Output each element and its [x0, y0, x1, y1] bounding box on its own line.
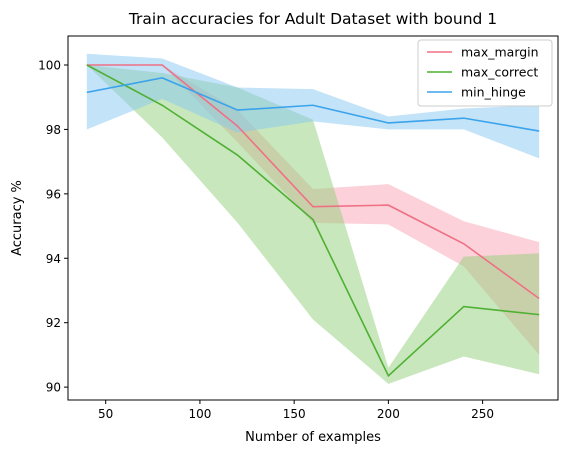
y-tick-label: 100: [38, 58, 61, 72]
band-max-correct: [86, 64, 540, 384]
legend: max_margin max_correct min_hinge: [417, 39, 553, 107]
legend-label: min_hinge: [461, 85, 526, 100]
y-axis-ticks: 90 92 94 96 98 100: [38, 58, 68, 395]
plot-frame: [67, 35, 559, 401]
x-axis-ticks: 50 100 150 200 250: [98, 400, 494, 421]
legend-label: max_correct: [461, 65, 538, 80]
x-tick-label: 50: [98, 407, 113, 421]
legend-label: max_margin: [461, 45, 539, 60]
y-tick-label: 96: [46, 187, 61, 201]
x-tick-label: 100: [188, 407, 211, 421]
line-min-hinge: [86, 77, 540, 132]
line-max-margin: [86, 64, 540, 300]
y-tick-label: 98: [46, 123, 61, 137]
x-tick-label: 150: [283, 407, 306, 421]
chart-title: Train accuracies for Adult Dataset with …: [128, 10, 497, 28]
y-tick-label: 90: [46, 381, 61, 395]
y-tick-label: 94: [46, 252, 61, 266]
x-axis-label: Number of examples: [245, 430, 381, 445]
y-axis-label: Accuracy %: [10, 180, 25, 256]
legend-box: [417, 39, 553, 107]
line-max-correct: [86, 64, 540, 378]
x-tick-label: 250: [471, 407, 494, 421]
y-tick-label: 92: [46, 316, 61, 330]
series-lines: [86, 64, 540, 378]
x-tick-label: 200: [377, 407, 400, 421]
